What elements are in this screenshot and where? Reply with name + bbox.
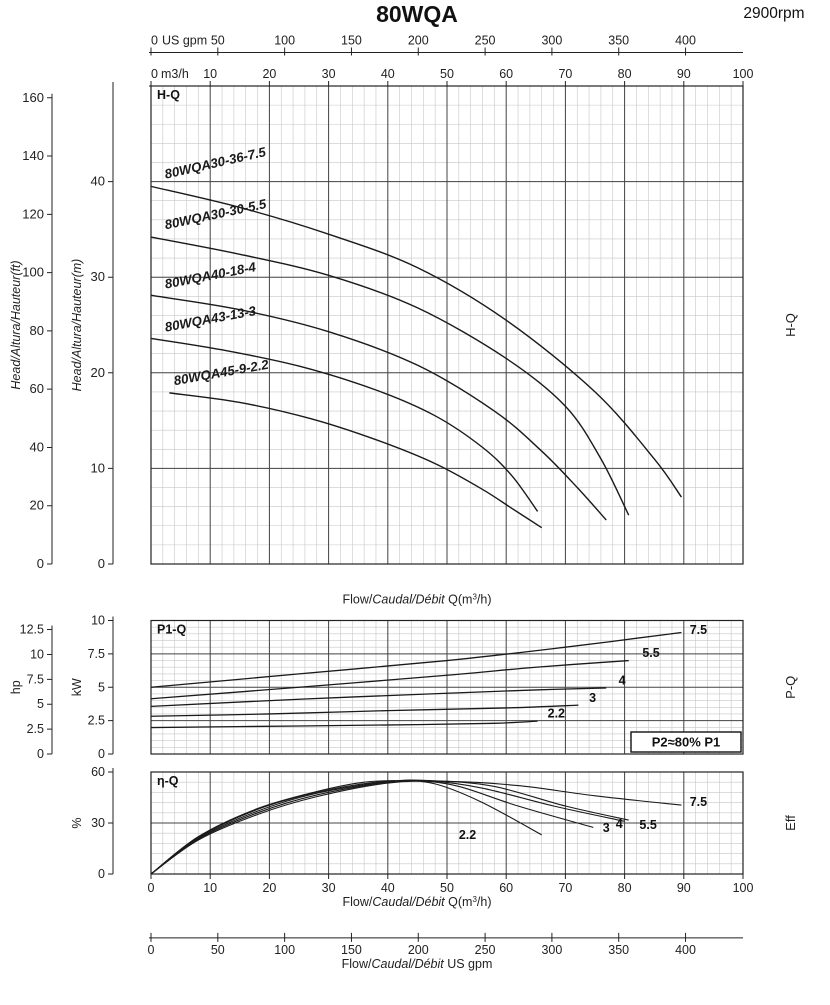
svg-text:12.5: 12.5: [20, 623, 44, 637]
svg-text:m3/h: m3/h: [161, 67, 189, 81]
svg-text:250: 250: [475, 34, 496, 48]
svg-text:0: 0: [148, 881, 155, 895]
svg-text:P1-Q: P1-Q: [157, 623, 186, 637]
svg-text:7.5: 7.5: [88, 647, 105, 661]
svg-text:300: 300: [541, 34, 562, 48]
svg-text:Flow/Caudal/Débit Q(m3/h): Flow/Caudal/Débit Q(m3/h): [343, 895, 492, 910]
svg-text:0: 0: [151, 34, 158, 48]
svg-text:0: 0: [151, 67, 158, 81]
svg-text:100: 100: [22, 265, 44, 280]
svg-text:Eff: Eff: [783, 815, 798, 831]
svg-text:0: 0: [37, 747, 44, 761]
svg-text:2.5: 2.5: [27, 722, 44, 736]
svg-text:40: 40: [91, 174, 105, 189]
svg-text:2.2: 2.2: [459, 828, 476, 842]
svg-text:7.5: 7.5: [27, 672, 44, 686]
svg-text:400: 400: [675, 943, 696, 957]
svg-text:250: 250: [475, 943, 496, 957]
svg-text:140: 140: [22, 148, 44, 163]
svg-text:10: 10: [203, 881, 217, 895]
svg-text:7.5: 7.5: [690, 623, 707, 637]
svg-text:50: 50: [211, 943, 225, 957]
svg-text:0: 0: [37, 556, 44, 571]
svg-text:30: 30: [322, 881, 336, 895]
svg-text:20: 20: [262, 881, 276, 895]
svg-text:2.2: 2.2: [548, 706, 565, 720]
svg-text:%: %: [70, 817, 84, 828]
svg-text:100: 100: [274, 943, 295, 957]
svg-text:40: 40: [381, 67, 395, 81]
svg-text:5: 5: [98, 680, 105, 694]
svg-text:hp: hp: [9, 680, 23, 694]
svg-text:4: 4: [619, 674, 626, 688]
svg-text:H-Q: H-Q: [783, 313, 798, 337]
svg-text:70: 70: [558, 881, 572, 895]
svg-text:10: 10: [203, 67, 217, 81]
svg-text:7.5: 7.5: [690, 795, 707, 809]
svg-text:0: 0: [98, 867, 105, 881]
svg-text:80: 80: [618, 67, 632, 81]
svg-text:Head/Altura/Hauteur(ft): Head/Altura/Hauteur(ft): [9, 260, 23, 389]
svg-text:100: 100: [274, 34, 295, 48]
svg-text:150: 150: [341, 943, 362, 957]
svg-text:3: 3: [589, 691, 596, 705]
svg-text:90: 90: [677, 67, 691, 81]
svg-text:0: 0: [98, 747, 105, 761]
svg-text:10: 10: [30, 647, 44, 661]
svg-text:60: 60: [91, 765, 105, 779]
svg-text:10: 10: [91, 460, 105, 475]
svg-text:kW: kW: [70, 678, 84, 696]
svg-text:400: 400: [675, 34, 696, 48]
svg-text:Head/Altura/Hauteur(m): Head/Altura/Hauteur(m): [70, 259, 84, 392]
svg-text:80: 80: [30, 323, 44, 338]
svg-text:2900rpm: 2900rpm: [743, 5, 804, 22]
svg-text:3: 3: [603, 821, 610, 835]
svg-text:5.5: 5.5: [642, 646, 659, 660]
svg-text:60: 60: [30, 381, 44, 396]
svg-text:US gpm: US gpm: [162, 34, 207, 48]
svg-text:0: 0: [148, 943, 155, 957]
svg-text:350: 350: [608, 34, 629, 48]
svg-text:20: 20: [262, 67, 276, 81]
svg-text:50: 50: [440, 881, 454, 895]
svg-text:160: 160: [22, 90, 44, 105]
svg-text:70: 70: [558, 67, 572, 81]
svg-text:40: 40: [381, 881, 395, 895]
svg-text:2.5: 2.5: [88, 714, 105, 728]
svg-text:5.5: 5.5: [639, 818, 656, 832]
svg-text:0: 0: [98, 556, 105, 571]
svg-text:5: 5: [37, 697, 44, 711]
svg-text:200: 200: [408, 943, 429, 957]
svg-text:P-Q: P-Q: [783, 676, 798, 699]
svg-text:50: 50: [211, 34, 225, 48]
svg-text:Flow/Caudal/Débit US gpm: Flow/Caudal/Débit US gpm: [342, 957, 493, 971]
svg-text:60: 60: [499, 881, 513, 895]
svg-text:90: 90: [677, 881, 691, 895]
svg-text:80WQA: 80WQA: [376, 1, 458, 27]
svg-text:η-Q: η-Q: [157, 774, 179, 788]
svg-text:20: 20: [30, 498, 44, 513]
svg-text:4: 4: [616, 817, 623, 831]
svg-text:300: 300: [541, 943, 562, 957]
svg-text:120: 120: [22, 206, 44, 221]
svg-text:30: 30: [91, 816, 105, 830]
svg-text:200: 200: [408, 34, 429, 48]
svg-text:10: 10: [91, 614, 105, 628]
svg-text:Flow/Caudal/Débit Q(m3/h): Flow/Caudal/Débit Q(m3/h): [343, 592, 492, 607]
svg-text:40: 40: [30, 439, 44, 454]
svg-text:30: 30: [91, 269, 105, 284]
svg-text:H-Q: H-Q: [157, 88, 180, 102]
svg-text:100: 100: [733, 67, 754, 81]
svg-text:150: 150: [341, 34, 362, 48]
svg-text:P2≈80% P1: P2≈80% P1: [652, 735, 721, 750]
svg-text:350: 350: [608, 943, 629, 957]
svg-text:60: 60: [499, 67, 513, 81]
svg-text:100: 100: [733, 881, 754, 895]
svg-text:20: 20: [91, 365, 105, 380]
svg-text:50: 50: [440, 67, 454, 81]
svg-text:80: 80: [618, 881, 632, 895]
svg-text:30: 30: [322, 67, 336, 81]
